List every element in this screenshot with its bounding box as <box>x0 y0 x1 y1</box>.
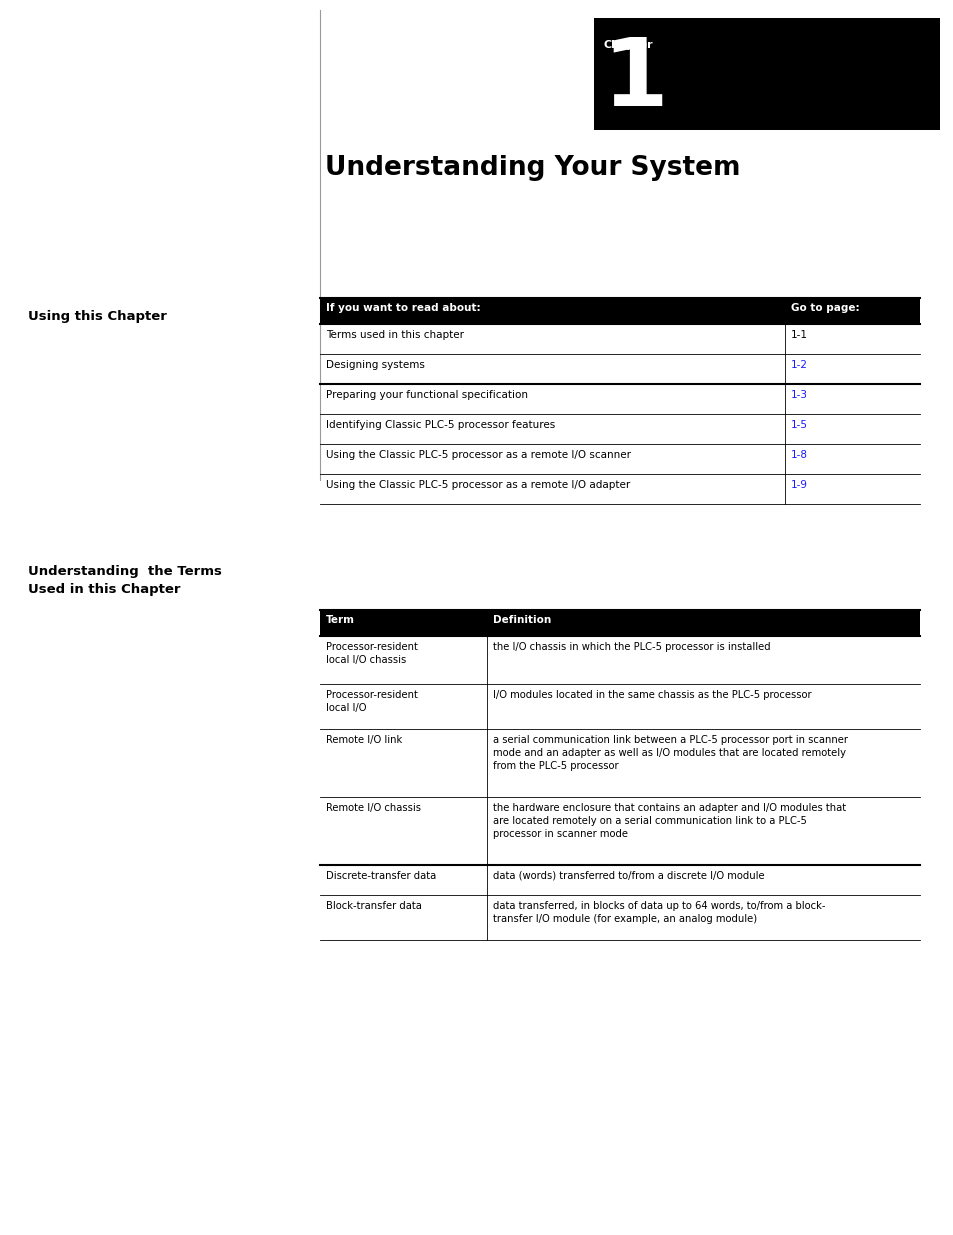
Text: 1: 1 <box>601 35 667 126</box>
Bar <box>319 298 919 324</box>
Text: I/O modules located in the same chassis as the PLC-5 processor: I/O modules located in the same chassis … <box>493 690 811 700</box>
Text: Used in this Chapter: Used in this Chapter <box>28 583 180 597</box>
Text: 1-9: 1-9 <box>790 480 807 490</box>
Text: Term: Term <box>326 615 355 625</box>
Text: Block-transfer data: Block-transfer data <box>326 902 421 911</box>
Text: data (words) transferred to/from a discrete I/O module: data (words) transferred to/from a discr… <box>493 871 763 881</box>
Text: Preparing your functional specification: Preparing your functional specification <box>326 390 527 400</box>
Text: Remote I/O chassis: Remote I/O chassis <box>326 803 420 813</box>
Text: Go to page:: Go to page: <box>790 303 859 312</box>
Text: Processor-resident
local I/O chassis: Processor-resident local I/O chassis <box>326 642 417 666</box>
Text: Processor-resident
local I/O: Processor-resident local I/O <box>326 690 417 713</box>
Text: 1-5: 1-5 <box>790 420 807 430</box>
Text: Definition: Definition <box>493 615 551 625</box>
Text: the hardware enclosure that contains an adapter and I/O modules that
are located: the hardware enclosure that contains an … <box>493 803 845 840</box>
Text: Identifying Classic PLC-5 processor features: Identifying Classic PLC-5 processor feat… <box>326 420 555 430</box>
Text: Understanding Your System: Understanding Your System <box>325 156 740 182</box>
Text: Using the Classic PLC-5 processor as a remote I/O scanner: Using the Classic PLC-5 processor as a r… <box>326 450 630 459</box>
Text: Terms used in this chapter: Terms used in this chapter <box>326 330 463 340</box>
Text: Understanding  the Terms: Understanding the Terms <box>28 564 222 578</box>
Text: Using the Classic PLC-5 processor as a remote I/O adapter: Using the Classic PLC-5 processor as a r… <box>326 480 630 490</box>
Text: Using this Chapter: Using this Chapter <box>28 310 167 324</box>
Text: If you want to read about:: If you want to read about: <box>326 303 480 312</box>
Text: data transferred, in blocks of data up to 64 words, to/from a block-
transfer I/: data transferred, in blocks of data up t… <box>493 902 824 924</box>
Text: Remote I/O link: Remote I/O link <box>326 735 402 745</box>
Text: 1-1: 1-1 <box>790 330 807 340</box>
Text: Chapter: Chapter <box>603 40 653 49</box>
Bar <box>594 19 939 130</box>
Text: the I/O chassis in which the PLC-5 processor is installed: the I/O chassis in which the PLC-5 proce… <box>493 642 770 652</box>
Bar <box>319 610 919 636</box>
Text: 1-2: 1-2 <box>790 359 807 370</box>
Text: a serial communication link between a PLC-5 processor port in scanner
mode and a: a serial communication link between a PL… <box>493 735 847 772</box>
Text: Designing systems: Designing systems <box>326 359 424 370</box>
Text: 1-8: 1-8 <box>790 450 807 459</box>
Text: Discrete-transfer data: Discrete-transfer data <box>326 871 436 881</box>
Text: 1-3: 1-3 <box>790 390 807 400</box>
